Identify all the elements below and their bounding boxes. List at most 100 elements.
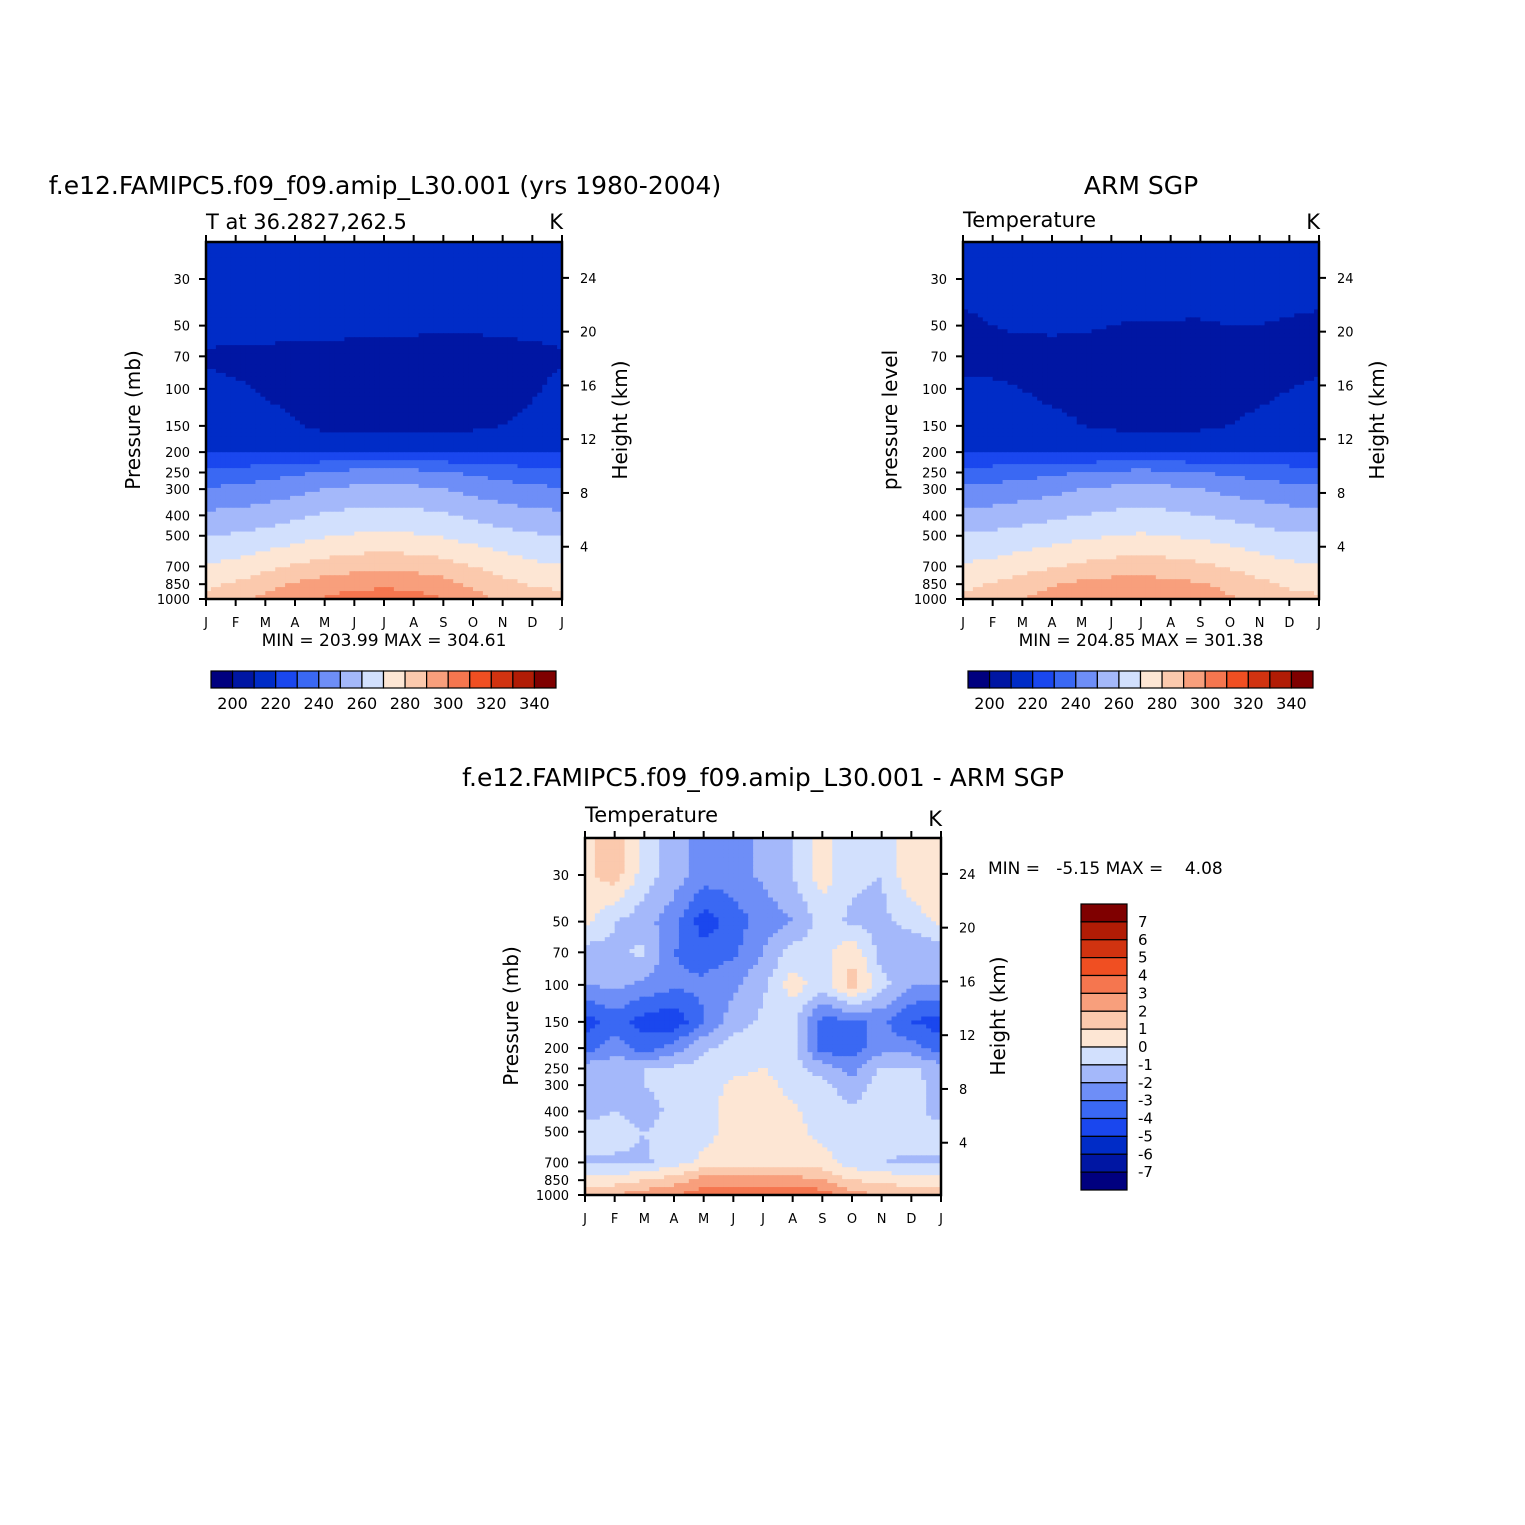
model-contour-cell bbox=[428, 460, 435, 465]
model-contour-cell bbox=[507, 313, 514, 318]
model-contour-cell bbox=[364, 293, 370, 299]
model-contour-cell bbox=[245, 372, 252, 378]
model-contour-cell bbox=[542, 448, 548, 453]
model-contour-cell bbox=[448, 289, 454, 295]
model-contour-cell bbox=[359, 321, 365, 326]
model-contour-cell bbox=[369, 491, 375, 497]
model-contour-cell bbox=[240, 432, 247, 437]
model-contour-cell bbox=[235, 289, 242, 295]
model-contour-cell bbox=[384, 424, 390, 430]
model-contour-cell bbox=[344, 257, 350, 263]
model-contour-cell bbox=[285, 265, 291, 271]
model-contour-cell bbox=[517, 245, 524, 251]
model-contour-cell bbox=[210, 313, 217, 318]
model-contour-cell bbox=[384, 273, 390, 279]
model-contour-cell bbox=[295, 424, 301, 430]
model-contour-cell bbox=[354, 309, 360, 314]
model-contour-cell bbox=[428, 503, 435, 509]
model-contour-cell bbox=[314, 364, 321, 370]
model-contour-cell bbox=[260, 436, 266, 441]
model-contour-cell bbox=[210, 269, 217, 275]
model-contour-cell bbox=[502, 281, 509, 287]
model-contour-cell bbox=[477, 503, 484, 509]
model-contour-cell bbox=[418, 424, 425, 430]
model-contour-cell bbox=[270, 380, 276, 386]
model-contour-cell bbox=[324, 392, 331, 398]
model-contour-cell bbox=[428, 289, 435, 295]
model-contour-cell bbox=[230, 396, 237, 402]
model-contour-cell bbox=[418, 412, 425, 418]
model-contour-cell bbox=[477, 464, 484, 469]
model-contour-cell bbox=[443, 372, 449, 378]
model-contour-cell bbox=[240, 325, 247, 330]
model-contour-cell bbox=[235, 452, 242, 457]
model-contour-cell bbox=[482, 301, 489, 307]
model-contour-cell bbox=[245, 515, 252, 521]
model-contour-cell bbox=[359, 487, 365, 493]
model-contour-cell bbox=[552, 412, 558, 418]
model-contour-cell bbox=[215, 444, 222, 449]
model-contour-cell bbox=[403, 472, 410, 477]
model-contour-cell bbox=[374, 281, 380, 287]
model-contour-cell bbox=[448, 436, 454, 441]
model-contour-cell bbox=[393, 325, 400, 330]
model-contour-cell bbox=[512, 249, 519, 255]
model-contour-cell bbox=[260, 242, 266, 247]
model-contour-cell bbox=[482, 487, 489, 493]
model-contour-cell bbox=[295, 317, 301, 322]
model-contour-cell bbox=[364, 361, 370, 366]
model-contour-cell bbox=[339, 392, 346, 398]
model-contour-cell bbox=[458, 483, 464, 489]
model-contour-cell bbox=[448, 321, 454, 326]
model-contour-cell bbox=[299, 245, 306, 251]
model-contour-cell bbox=[334, 436, 341, 441]
model-contour-cell bbox=[458, 444, 464, 449]
model-contour-cell bbox=[369, 404, 375, 410]
model-contour-cell bbox=[458, 321, 464, 326]
model-contour-cell bbox=[250, 396, 257, 402]
model-contour-cell bbox=[428, 277, 435, 283]
model-contour-cell bbox=[275, 388, 281, 394]
model-contour-cell bbox=[334, 245, 341, 251]
model-contour-cell bbox=[210, 372, 217, 378]
model-contour-cell bbox=[393, 269, 400, 275]
model-contour-cell bbox=[339, 380, 346, 386]
model-contour-cell bbox=[433, 277, 439, 283]
model-contour-cell bbox=[379, 392, 385, 398]
model-contour-cell bbox=[285, 269, 291, 275]
model-contour-cell bbox=[552, 392, 558, 398]
model-contour-cell bbox=[398, 420, 405, 426]
model-contour-cell bbox=[319, 420, 326, 426]
model-contour-cell bbox=[517, 483, 524, 489]
model-contour-cell bbox=[250, 337, 257, 342]
model-contour-cell bbox=[235, 515, 242, 521]
model-contour-cell bbox=[379, 499, 385, 505]
model-contour-cell bbox=[418, 440, 425, 445]
model-contour-cell bbox=[532, 495, 538, 501]
model-contour-cell bbox=[398, 341, 405, 346]
model-contour-cell bbox=[507, 480, 514, 485]
model-contour-cell bbox=[240, 507, 247, 513]
model-contour-cell bbox=[398, 448, 405, 453]
model-contour-cell bbox=[374, 372, 380, 378]
model-contour-cell bbox=[230, 353, 237, 358]
model-contour-cell bbox=[443, 273, 449, 279]
model-contour-cell bbox=[438, 464, 444, 469]
model-contour-cell bbox=[369, 444, 375, 449]
model-contour-cell bbox=[285, 388, 291, 394]
model-contour-cell bbox=[280, 480, 286, 485]
model-contour-cell bbox=[210, 491, 217, 497]
model-contour-cell bbox=[463, 297, 469, 303]
model-contour-cell bbox=[547, 349, 553, 354]
model-contour-cell bbox=[492, 440, 499, 445]
model-contour-cell bbox=[364, 495, 370, 501]
model-contour-cell bbox=[477, 507, 484, 513]
model-contour-cell bbox=[314, 321, 321, 326]
model-contour-cell bbox=[418, 491, 425, 497]
model-contour-cell bbox=[522, 424, 528, 430]
model-contour-cell bbox=[393, 372, 400, 378]
model-contour-cell bbox=[547, 404, 553, 410]
model-contour-cell bbox=[206, 297, 212, 303]
model-contour-cell bbox=[295, 404, 301, 410]
model-contour-cell bbox=[517, 337, 524, 342]
